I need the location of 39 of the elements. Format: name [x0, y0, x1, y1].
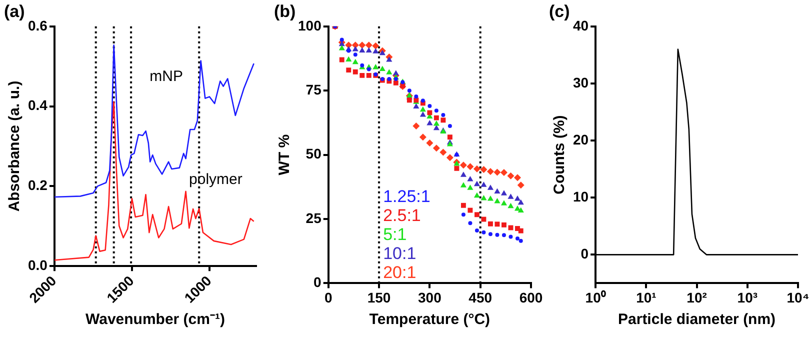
- x-tick-label: 10³: [737, 289, 758, 306]
- y-tick-label: 0.0: [28, 256, 48, 273]
- chart-title: (a): [4, 2, 25, 21]
- x-tick-label: 10⁴: [786, 289, 810, 306]
- chart-title: (b): [274, 2, 296, 21]
- y-tick-label: 50: [306, 146, 322, 162]
- y-tick-label: 25: [306, 210, 322, 226]
- y-tick-label: 0: [580, 246, 589, 262]
- y-tick-label: 30: [572, 74, 589, 90]
- text: 10:1: [383, 244, 416, 263]
- x-tick-label: 300: [418, 289, 442, 306]
- y-tick-label: 100: [298, 17, 322, 34]
- y-tick-label: 20: [572, 131, 589, 148]
- text: 20:1: [383, 262, 416, 282]
- chart-title: (c): [549, 2, 570, 21]
- series-label: mNP: [150, 68, 183, 85]
- y-axis-title: Counts (%): [551, 115, 568, 194]
- x-tick-label: 150: [367, 289, 391, 306]
- y-tick-label: 0.6: [28, 17, 48, 34]
- y-tick-label: 0.2: [28, 177, 48, 194]
- series-label: polymer: [189, 170, 242, 188]
- y-tick-label: 0.4: [28, 97, 48, 114]
- x-tick-label: 450: [468, 289, 492, 306]
- y-axis-title: Absorbance (a. u.): [6, 80, 24, 212]
- x-tick-label: 10⁰: [585, 289, 606, 306]
- x-tick-label: 600: [519, 289, 543, 306]
- text: 2.5:1: [383, 206, 421, 225]
- x-tick-label: 0: [324, 289, 332, 306]
- x-axis-title: Wavenumber (cm⁻¹): [85, 311, 225, 328]
- x-axis-title: Particle diameter (nm): [618, 311, 776, 328]
- y-tick-label: 75: [306, 81, 322, 98]
- y-axis-title: WT %: [276, 134, 294, 176]
- y-tick-label: 10: [572, 188, 589, 204]
- text: 5:1: [383, 224, 407, 244]
- x-tick-label: 10¹: [636, 289, 657, 306]
- x-axis-title: Temperature (°C): [369, 311, 490, 328]
- series-label: 1.25:1: [383, 186, 430, 206]
- y-tick-label: 40: [572, 17, 589, 34]
- x-tick-label: 10²: [686, 289, 708, 306]
